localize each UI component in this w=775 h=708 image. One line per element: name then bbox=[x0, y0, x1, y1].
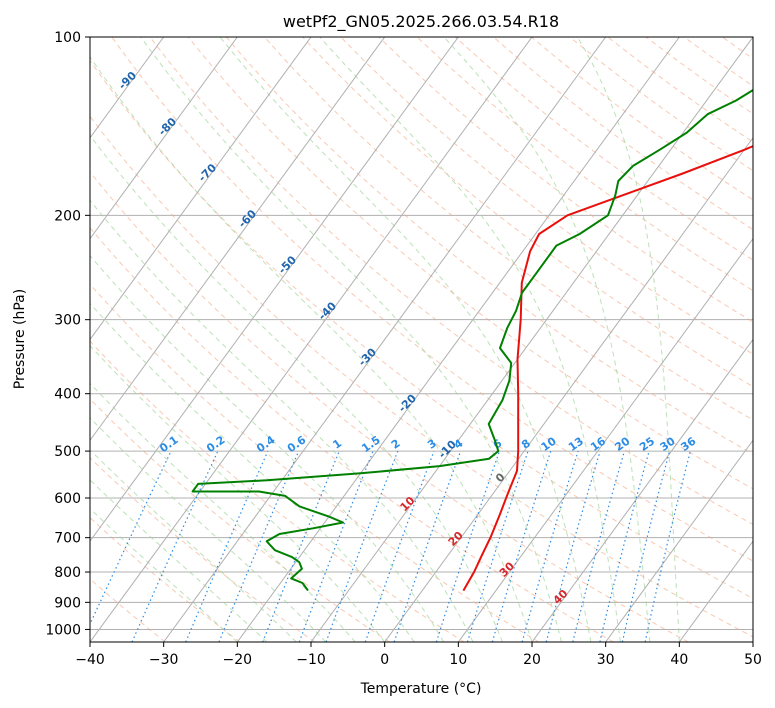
y-tick-label: 300 bbox=[54, 313, 81, 329]
moist-adiabat bbox=[90, 344, 386, 642]
y-tick-label: 100 bbox=[54, 30, 81, 46]
dry-adiabat bbox=[378, 37, 753, 323]
x-tick-label: −30 bbox=[149, 652, 179, 668]
y-axis: 100 200 300 400 500 600 700 800 900 1000 bbox=[45, 30, 90, 638]
isotherm bbox=[457, 237, 753, 642]
moist-adiabat bbox=[90, 199, 474, 642]
y-tick-label: 400 bbox=[54, 387, 81, 403]
dry-adiabat bbox=[90, 171, 689, 642]
x-tick-label: 10 bbox=[449, 652, 467, 668]
y-tick-label: 500 bbox=[54, 444, 81, 460]
x-tick-label: −40 bbox=[75, 652, 105, 668]
isotherm bbox=[236, 37, 680, 642]
dry-adiabat bbox=[187, 37, 753, 490]
plot-frame bbox=[89, 36, 754, 643]
y-axis-title: Pressure (hPa) bbox=[12, 289, 28, 389]
x-tick-label: 40 bbox=[670, 652, 688, 668]
isotherm bbox=[531, 338, 753, 642]
dry-adiabat bbox=[90, 398, 390, 642]
chart-title: wetPf2_GN05.2025.266.03.54.R18 bbox=[283, 12, 559, 32]
moist-adiabat bbox=[90, 449, 297, 642]
x-axis-title: Temperature (°C) bbox=[360, 681, 482, 697]
moist-adiabat bbox=[90, 134, 503, 642]
mixing-ratio-line bbox=[262, 450, 340, 642]
x-tick-label: 50 bbox=[744, 652, 762, 668]
mixing-ratio-line bbox=[545, 450, 601, 642]
moist-adiabat bbox=[319, 37, 621, 642]
dry-adiabat bbox=[264, 37, 753, 421]
x-axis: −40 −30 −20 −10 0 10 20 30 40 50 bbox=[75, 642, 762, 668]
dewpoint-profile bbox=[191, 88, 753, 592]
moist-adiabat bbox=[576, 37, 680, 642]
profile-lines bbox=[191, 88, 753, 592]
moist-adiabat bbox=[90, 254, 445, 642]
mixing-ratio-line bbox=[521, 450, 579, 642]
dry-adiabat bbox=[90, 578, 166, 642]
mixing-ratio-line bbox=[131, 450, 219, 642]
dry-adiabat bbox=[90, 59, 753, 600]
moist-adiabat bbox=[90, 55, 533, 642]
y-tick-label: 900 bbox=[54, 595, 81, 611]
mixing-ratio-line bbox=[298, 450, 374, 642]
dry-adiabat bbox=[302, 37, 753, 388]
isotherm bbox=[90, 37, 533, 642]
isotherm bbox=[90, 37, 386, 442]
moist-adiabat bbox=[90, 507, 238, 642]
dry-adiabat bbox=[90, 227, 614, 642]
dry-adiabat bbox=[111, 37, 753, 562]
y-tick-label: 600 bbox=[54, 491, 81, 507]
moist-adiabat bbox=[90, 479, 268, 642]
isotherm bbox=[384, 136, 753, 642]
moist-adiabat bbox=[90, 417, 327, 642]
x-tick-label: 20 bbox=[523, 652, 541, 668]
isotherm bbox=[605, 439, 753, 642]
mixing-ratio-line bbox=[491, 450, 552, 642]
y-tick-label: 1000 bbox=[45, 622, 81, 638]
dry-adiabat bbox=[149, 37, 753, 526]
isotherm bbox=[163, 37, 607, 642]
y-tick-label: 700 bbox=[54, 531, 81, 547]
moist-adiabat bbox=[443, 37, 651, 642]
x-tick-label: 30 bbox=[597, 652, 615, 668]
x-tick-label: −20 bbox=[223, 652, 253, 668]
moist-adiabat bbox=[90, 382, 356, 642]
temperature-profile bbox=[462, 145, 753, 592]
isotherm bbox=[90, 37, 238, 240]
x-tick-label: 0 bbox=[380, 652, 389, 668]
mixing-ratio-line bbox=[90, 450, 172, 626]
y-tick-label: 800 bbox=[54, 565, 81, 581]
isotherm bbox=[90, 37, 312, 341]
mixing-ratio-line bbox=[435, 450, 501, 642]
mixing-ratio-line bbox=[466, 450, 529, 642]
y-tick-label: 200 bbox=[54, 208, 81, 224]
x-tick-label: −10 bbox=[296, 652, 326, 668]
